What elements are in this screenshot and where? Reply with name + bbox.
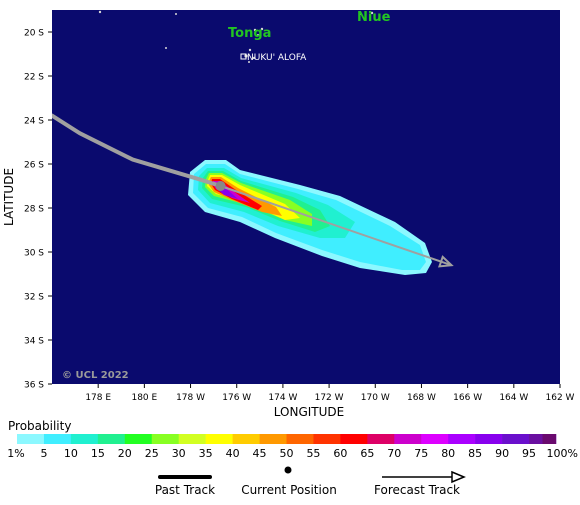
forecast-track-legend-label: Forecast Track	[374, 483, 460, 497]
legend-label: 35	[199, 447, 213, 460]
legend-swatch	[70, 434, 99, 444]
legend-label: 70	[387, 447, 401, 460]
legend-swatch	[205, 434, 233, 444]
legend-swatch	[394, 434, 422, 444]
lat-tick-label: 30 S	[24, 249, 44, 259]
legend-swatch	[448, 434, 476, 444]
legend-labels: 1% 5 10 15 20 25 30 35 40 45 50 55 60 65 70 75 80 85 90 95 1…	[7, 447, 578, 460]
legend-label: 30	[172, 447, 186, 460]
lon-tick-label: 164 W	[499, 393, 528, 403]
legend-swatch	[542, 434, 556, 444]
lon-tick-label: 162 W	[546, 393, 575, 403]
legend-label: 60	[333, 447, 347, 460]
legend-swatch	[502, 434, 530, 444]
legend-label: 85	[468, 447, 482, 460]
longitude-axis: 178 E 180 E 178 W 176 W 174 W 172 W 170 W 168 W…	[85, 384, 575, 403]
copyright-label: © UCL 2022	[62, 370, 129, 381]
lat-tick-label: 26 S	[24, 161, 44, 171]
lat-tick-label: 36 S	[24, 381, 44, 391]
legend-swatch	[367, 434, 395, 444]
legend-label: 55	[306, 447, 320, 460]
current-position-marker	[215, 181, 226, 191]
forecast-arrowhead	[437, 255, 454, 268]
lon-tick-label: 172 W	[315, 393, 344, 403]
legend-swatch	[124, 434, 153, 444]
legend-label: 45	[253, 447, 267, 460]
legend-swatch	[421, 434, 449, 444]
country-label-niue: Niue	[357, 10, 391, 25]
legend-title: Probability	[8, 419, 71, 433]
lon-tick-label: 180 E	[131, 393, 157, 403]
lon-tick-label: 178 W	[176, 393, 205, 403]
lon-tick-label: 170 W	[361, 393, 390, 403]
lat-tick-label: 22 S	[24, 73, 44, 83]
lon-tick-label: 168 W	[407, 393, 436, 403]
lat-tick-label: 32 S	[24, 293, 44, 303]
lon-tick-label: 166 W	[453, 393, 482, 403]
lon-tick-label: 176 W	[222, 393, 251, 403]
legend-label: 80	[441, 447, 455, 460]
latitude-axis-title: LATITUDE	[2, 168, 16, 226]
legend-label: 1%	[7, 447, 24, 460]
current-position-legend-dot	[284, 466, 292, 474]
latitude-axis: 20 S 22 S 24 S 26 S 28 S 30 S 32 S 34 S 36 S	[24, 29, 52, 391]
lat-tick-label: 34 S	[24, 337, 44, 347]
legend-swatch	[232, 434, 260, 444]
legend-label: 25	[145, 447, 159, 460]
legend-label: 100%	[547, 447, 578, 460]
forecast-track-line	[220, 185, 452, 267]
city-label-nuku-alofa: NUKU' ALOFA	[247, 53, 307, 63]
legend-swatch	[97, 434, 126, 444]
legend-label: 15	[91, 447, 105, 460]
tonga-islands	[98, 10, 374, 63]
legend-swatch	[178, 434, 206, 444]
legend-label: 20	[118, 447, 132, 460]
past-track-line	[52, 113, 223, 188]
lon-tick-label: 174 W	[268, 393, 297, 403]
lon-tick-label: 178 E	[85, 393, 111, 403]
legend-swatch	[313, 434, 341, 444]
legend-label: 75	[414, 447, 428, 460]
current-position-legend-label: Current Position	[241, 483, 337, 497]
legend-label: 5	[40, 447, 47, 460]
legend-color-bar	[17, 434, 557, 444]
legend-label: 10	[64, 447, 78, 460]
country-label-tonga: Tonga	[228, 26, 271, 41]
legend-label: 40	[226, 447, 240, 460]
legend-swatch	[475, 434, 503, 444]
legend-label: 50	[280, 447, 294, 460]
legend-label: 90	[495, 447, 509, 460]
city-marker-nuku-alofa	[240, 53, 247, 60]
forecast-track-legend-arrow	[451, 470, 466, 484]
legend-swatch	[259, 434, 287, 444]
legend-swatch	[286, 434, 314, 444]
legend-label: 95	[522, 447, 536, 460]
past-track-legend-label: Past Track	[155, 483, 215, 497]
lat-tick-label: 28 S	[24, 205, 44, 215]
longitude-axis-title: LONGITUDE	[274, 405, 344, 419]
legend-swatch	[340, 434, 368, 444]
lat-tick-label: 20 S	[24, 29, 44, 39]
legend-swatch	[151, 434, 179, 444]
legend-swatch	[43, 434, 72, 444]
legend-label: 65	[360, 447, 374, 460]
legend-swatch	[17, 434, 45, 444]
lat-tick-label: 24 S	[24, 117, 44, 127]
